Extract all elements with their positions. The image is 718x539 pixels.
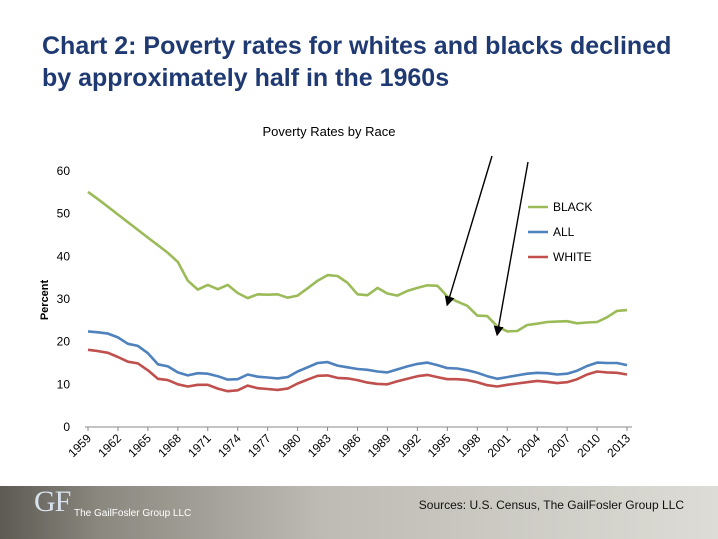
title-line-1: Chart 2: Poverty rates for whites and bl… — [42, 32, 672, 60]
series-line-black — [87, 190, 628, 333]
x-tick-label: 1971 — [185, 431, 214, 460]
x-tick-label: 1959 — [65, 431, 94, 460]
logo-text: The GailFosler Group LLC — [74, 508, 192, 519]
series-line-all — [87, 330, 628, 381]
chart-title: Poverty Rates by Race — [263, 124, 396, 139]
poverty-rates-chart: Poverty Rates by Race Percent 0 10 20 30 40 5… — [39, 124, 633, 460]
x-tick-label: 1980 — [275, 431, 304, 460]
x-tick-label: 2007 — [544, 431, 573, 460]
x-tick-label: 1998 — [455, 431, 484, 460]
x-tick-label: 1977 — [245, 431, 274, 460]
page-title: Chart 2: Poverty rates for whites and bl… — [42, 30, 702, 94]
y-tick-label: 40 — [57, 249, 71, 263]
y-axis-label: Percent — [39, 279, 51, 320]
x-tick-label: 2010 — [574, 431, 603, 460]
footer-bar — [0, 486, 718, 539]
x-tick-label: 1992 — [395, 431, 424, 460]
annotation-arrow — [493, 161, 529, 337]
x-tick-label: 2001 — [485, 431, 514, 460]
title-line-2: by approximately half in the 1960s — [42, 64, 450, 92]
x-tick-label: 1962 — [95, 431, 124, 460]
x-tick-label: 1965 — [125, 431, 154, 460]
legend-label-white: WHITE — [553, 250, 592, 264]
x-tick-label: 1968 — [155, 431, 184, 460]
x-tick-label: 1986 — [335, 431, 364, 460]
x-tick-label: 2013 — [604, 431, 633, 460]
y-tick-label: 0 — [63, 420, 70, 434]
x-tick-label: 1995 — [425, 431, 454, 460]
sources-note: Sources: U.S. Census, The GailFosler Gro… — [418, 498, 684, 512]
y-tick-label: 60 — [57, 164, 71, 178]
x-tick-label: 2004 — [515, 431, 544, 460]
logo-icon: GF — [34, 485, 71, 518]
y-tick-label: 20 — [57, 335, 71, 349]
x-tick-label: 1989 — [365, 431, 394, 460]
annotation-arrow — [444, 155, 493, 307]
y-tick-label: 50 — [57, 207, 71, 221]
series-line-white — [87, 348, 628, 393]
y-tick-label: 30 — [57, 292, 71, 306]
x-tick-label: 1974 — [215, 431, 244, 460]
x-tick-label: 1983 — [305, 431, 334, 460]
legend-label-black: BLACK — [553, 200, 592, 214]
legend-label-all: ALL — [553, 225, 575, 239]
y-tick-label: 10 — [57, 377, 71, 391]
